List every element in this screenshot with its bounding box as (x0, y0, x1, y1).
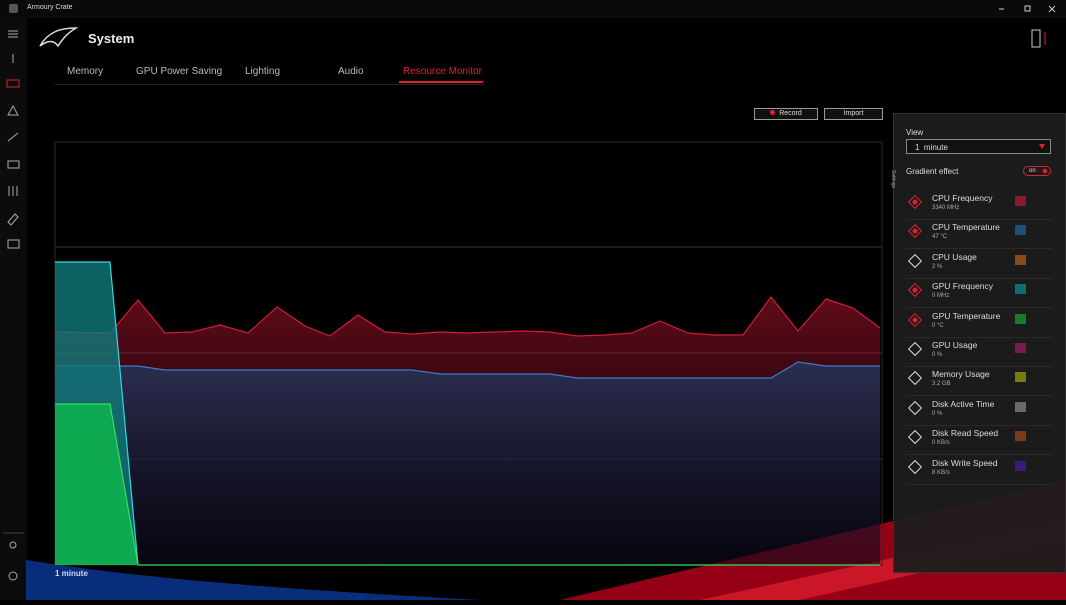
dropdown-arrow (1039, 144, 1045, 149)
metric-name: Disk Write Speed (932, 457, 998, 468)
import-button[interactable]: Import (824, 108, 883, 120)
checkbox[interactable] (907, 224, 923, 239)
color-swatch[interactable] (1015, 431, 1026, 442)
page-title: System (88, 31, 135, 46)
color-swatch[interactable] (1015, 401, 1026, 412)
metric-item[interactable]: GPU Temperature 0 °C (906, 308, 1052, 338)
checkbox[interactable] (907, 283, 923, 298)
toggle-knob (1042, 168, 1048, 174)
color-swatch[interactable] (1015, 460, 1026, 471)
metric-item[interactable]: Disk Active Time 0 % (906, 396, 1052, 426)
metric-value: 47 °C (932, 234, 948, 241)
device-icon (1031, 29, 1046, 48)
metric-name: CPU Frequency (932, 193, 993, 203)
view-label: View (906, 128, 924, 137)
view-select[interactable]: 1 minute (906, 139, 1051, 154)
tab[interactable]: Resource Monitor (403, 66, 482, 77)
checkbox[interactable] (907, 371, 923, 386)
color-swatch[interactable] (1015, 254, 1026, 265)
checkbox[interactable] (907, 400, 923, 415)
tab[interactable]: Audio (338, 66, 364, 77)
metric-name: Memory Usage (932, 369, 990, 380)
title-bar: Armoury Crate (0, 0, 1066, 18)
metric-name: Disk Read Speed (932, 428, 999, 439)
color-swatch[interactable] (1015, 343, 1026, 353)
color-swatch[interactable] (1015, 284, 1026, 295)
metric-name: GPU Temperature (932, 310, 1001, 321)
metric-item[interactable]: GPU Frequency 0 MHz (906, 278, 1052, 309)
color-swatch[interactable] (1015, 313, 1026, 324)
checkbox[interactable] (907, 194, 923, 210)
color-swatch[interactable] (1015, 372, 1026, 383)
checkbox[interactable] (907, 459, 923, 474)
metric-item[interactable]: Disk Write Speed 8 KB/s (906, 455, 1052, 485)
time-label: 1 minute (55, 569, 88, 578)
metric-item[interactable]: Memory Usage 3.2 GB (906, 366, 1052, 397)
tab[interactable]: GPU Power Saving (136, 66, 223, 77)
metric-value: 0 % (932, 410, 943, 417)
metric-item[interactable]: Disk Read Speed 0 KB/s (906, 425, 1052, 456)
metric-name: CPU Temperature (932, 222, 1000, 233)
metric-name: GPU Usage (932, 340, 978, 350)
checkbox[interactable] (907, 253, 923, 268)
settings-tab[interactable]: Settings (890, 170, 896, 189)
rog-logo (39, 27, 78, 48)
color-swatch[interactable] (1015, 225, 1026, 236)
sidebar-icons[interactable] (0, 18, 27, 600)
gradient-state: on (1029, 168, 1036, 174)
metric-value: 0 KB/s (932, 440, 950, 447)
record-label: Record (779, 110, 802, 117)
app-icon (9, 4, 18, 13)
settings-panel (893, 113, 1066, 573)
metric-value: 0 °C (932, 322, 944, 329)
view-value: 1 minute (915, 143, 948, 152)
metric-item[interactable]: CPU Usage 2 % (906, 249, 1052, 279)
checkbox[interactable] (907, 312, 923, 327)
metric-item[interactable]: CPU Temperature 47 °C (906, 219, 1052, 250)
metric-value: 3.2 GB (932, 381, 951, 388)
metric-value: 8 KB/s (932, 469, 950, 476)
metric-item[interactable]: CPU Frequency 3340 MHz (906, 190, 1052, 220)
metric-value: 3340 MHz (932, 205, 960, 211)
tab-underline (55, 84, 485, 85)
metric-name: Disk Active Time (932, 398, 995, 409)
metric-name: GPU Frequency (932, 281, 993, 292)
tab[interactable]: Memory (67, 66, 104, 77)
metric-value: 0 % (932, 352, 943, 358)
checkbox[interactable] (907, 341, 923, 357)
gradient-toggle[interactable]: on (1023, 166, 1051, 176)
metric-value: 2 % (932, 263, 943, 270)
gradient-label: Gradient effect (906, 167, 959, 176)
window-controls[interactable] (995, 4, 1061, 14)
metric-name: CPU Usage (932, 251, 977, 262)
metric-value: 0 MHz (932, 293, 950, 300)
record-button[interactable]: Record (754, 108, 818, 120)
metric-item[interactable]: GPU Usage 0 % (906, 337, 1052, 367)
sidebar (0, 18, 27, 600)
tab[interactable]: Lighting (245, 66, 281, 77)
color-swatch[interactable] (1015, 196, 1026, 206)
app-title: Armoury Crate (27, 4, 73, 11)
checkbox[interactable] (907, 430, 923, 445)
active-tab-indicator (399, 81, 483, 83)
